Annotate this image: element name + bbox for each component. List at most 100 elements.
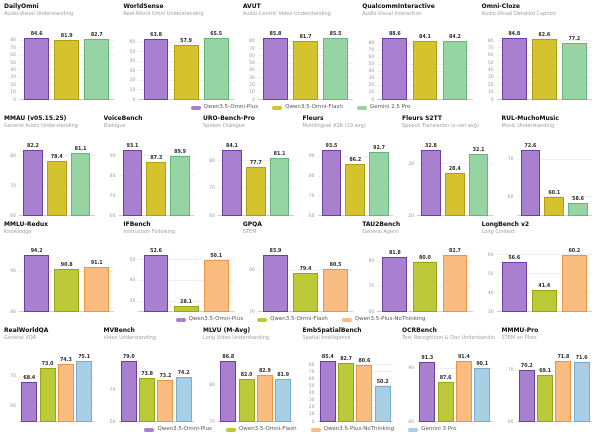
- legend-item-gemini-3-pro: Gemini 3 Pro: [408, 426, 457, 433]
- legend-item-qwen3-5-plus-nothinking: Qwen3.5-Plus-NoThinking: [310, 426, 394, 433]
- bars-group: 85.4 82.7 80.6 50.2: [318, 344, 394, 422]
- chart-panel-rul-muchomusic: RUL-MuchoMusic Music Understanding 60 70 72.…: [500, 115, 600, 216]
- bar-value-label: 69.1: [539, 369, 552, 375]
- bar-value-label: 71.8: [557, 355, 570, 361]
- bar: [143, 39, 169, 100]
- y-tick-label: 80: [368, 259, 375, 265]
- legend-label: Gemini 2.5 Pro: [369, 104, 411, 110]
- bar: [412, 261, 438, 312]
- y-tick-label: 80: [487, 38, 494, 44]
- bar: [245, 167, 266, 216]
- bar: [54, 268, 80, 312]
- bar-group-qwen3-5-plus-nothinking: 50.1: [203, 238, 229, 312]
- bar-group-gemini-2-5-pro: 82.7: [84, 20, 110, 100]
- chart-subtitle: Video Understanding: [103, 335, 156, 341]
- bar: [220, 361, 237, 422]
- y-tick-label: 60: [109, 213, 116, 219]
- bar: [518, 369, 535, 422]
- chart-title: LongBench v2: [481, 221, 530, 228]
- chart-panel-tau2bench: TAU2Bench General Agent 60 70 80 81.8 80.0 82.7: [360, 221, 479, 315]
- chart-subtitle: General Agent: [362, 229, 399, 235]
- bars-group: 52.6 28.1 50.1: [138, 238, 233, 312]
- bar-group-qwen3-5-plus-nothinking: 74.3: [57, 344, 74, 422]
- bar-value-label: 81.7: [299, 34, 312, 40]
- y-tick-label: 40: [249, 68, 255, 74]
- bar: [293, 40, 318, 100]
- chart-plot: 60 70 79.0 73.8 73.2 74.2: [104, 344, 197, 425]
- bar: [474, 368, 491, 422]
- legend-item-qwen3-5-omni-plus: Qwen3.5-Omni-Plus: [175, 316, 243, 323]
- y-tick-label: 70: [209, 419, 215, 425]
- bar-group-qwen3-5-omni-flash: 57.9: [173, 20, 199, 100]
- y-tick-label: 40: [10, 67, 16, 73]
- bar-value-label: 88.6: [388, 31, 401, 37]
- gridline: [19, 405, 95, 407]
- bar-group-qwen3-5-omni-flash: 73.8: [139, 344, 156, 422]
- gridline: [138, 300, 234, 302]
- chart-panel-omni-cloze: Omni-Cloze Audio-Visual Detailed Caption 0…: [480, 3, 599, 103]
- y-tick-label: 50: [249, 61, 255, 67]
- bar-group-qwen3-5-plus-nothinking: 82.9: [256, 344, 273, 422]
- legend-label: Qwen3.5-Omni-Flash: [238, 426, 297, 432]
- bar-value-label: 90.8: [60, 262, 73, 268]
- bars-group: 91.3 87.6 91.4 90.1: [417, 344, 493, 422]
- chart-subtitle: Audio-Visual Detailed Caption: [481, 11, 556, 17]
- x-axis-baseline: [19, 421, 95, 422]
- bar-group-qwen3-5-plus-nothinking: 91.4: [455, 344, 472, 422]
- bar: [54, 39, 80, 100]
- bar-value-label: 56.6: [508, 255, 521, 261]
- bar-group-gemini-2-5-pro: 58.6: [568, 132, 588, 216]
- bar-group-gemini-3-pro: 50.2: [374, 344, 391, 422]
- chart-panel-ocrbench: OCRBench Text Recognition & Doc Understan…: [400, 327, 500, 425]
- y-tick-label: 70: [487, 45, 494, 51]
- gridline: [317, 378, 393, 380]
- bar: [520, 149, 541, 216]
- gridline: [496, 273, 593, 275]
- y-tick-label: 0: [311, 419, 315, 425]
- y-tick-label: 80: [249, 39, 255, 45]
- bar: [139, 377, 156, 422]
- chart-row-2: MMAU (v05.15.25) General Audio Understand…: [2, 115, 600, 219]
- gridline: [19, 155, 95, 157]
- bar: [319, 361, 336, 422]
- bar-value-label: 93.1: [126, 143, 139, 149]
- bar-group-qwen3-5-omni-plus: 68.4: [21, 344, 38, 422]
- bar-value-label: 91.3: [421, 355, 434, 361]
- y-tick-label: 10: [308, 412, 315, 418]
- bar: [338, 363, 355, 422]
- chart-panel-realworldqa: RealWorldQA General VQA 60 70 68.4 73.0 74.3 75…: [2, 327, 102, 422]
- bar-group-qwen3-5-omni-plus: 85.4: [319, 344, 336, 422]
- bar: [444, 172, 465, 216]
- bar-group-qwen3-5-plus-nothinking: 73.2: [157, 344, 174, 422]
- gridline: [377, 260, 473, 262]
- y-tick-label: 20: [249, 82, 255, 88]
- x-axis-baseline: [417, 421, 493, 422]
- y-tick-label: 10: [129, 87, 136, 93]
- bar-group-qwen3-5-omni-flash: 81.9: [54, 20, 80, 100]
- legend-swatch: [272, 105, 283, 110]
- bar: [269, 158, 290, 216]
- bar-value-label: 68.4: [23, 375, 36, 381]
- bar-value-label: 82.7: [90, 32, 103, 38]
- bar-group-gemini-2-5-pro: 89.9: [170, 132, 190, 216]
- gridline: [417, 163, 493, 165]
- bar: [501, 37, 527, 100]
- chart-panel-mlvu-m-avg: MLVU (M-Avg) Long Video Understanding 70 80…: [201, 327, 301, 425]
- chart-row-3: MMLU-Redux Knowledge 80 90 94.2 90.8 91.1 IFBen…: [2, 221, 599, 315]
- chart-row-1: DailyOmni Audio-Visual Understanding 0 10 20…: [2, 3, 599, 103]
- bar-group-gemini-2-5-pro: 85.5: [323, 20, 348, 100]
- legend-swatch: [190, 105, 201, 110]
- bar-group-qwen3-5-omni-plus: 63.8: [143, 20, 169, 100]
- gridline: [317, 385, 393, 387]
- bar-group-qwen3-5-omni-plus: 93.5: [321, 132, 342, 216]
- bar-value-label: 84.1: [226, 143, 238, 149]
- gridline: [138, 279, 234, 281]
- bar-value-label: 91.4: [457, 355, 470, 361]
- bar-value-label: 74.3: [59, 357, 72, 363]
- y-tick-label: 80: [408, 419, 414, 425]
- bar-value-label: 78.4: [50, 155, 63, 161]
- bar-group-qwen3-5-plus-nothinking: 60.2: [561, 238, 587, 312]
- chart-title: GPQA: [242, 221, 262, 228]
- bar-value-label: 75.1: [78, 355, 91, 361]
- y-tick-label: 60: [10, 53, 16, 59]
